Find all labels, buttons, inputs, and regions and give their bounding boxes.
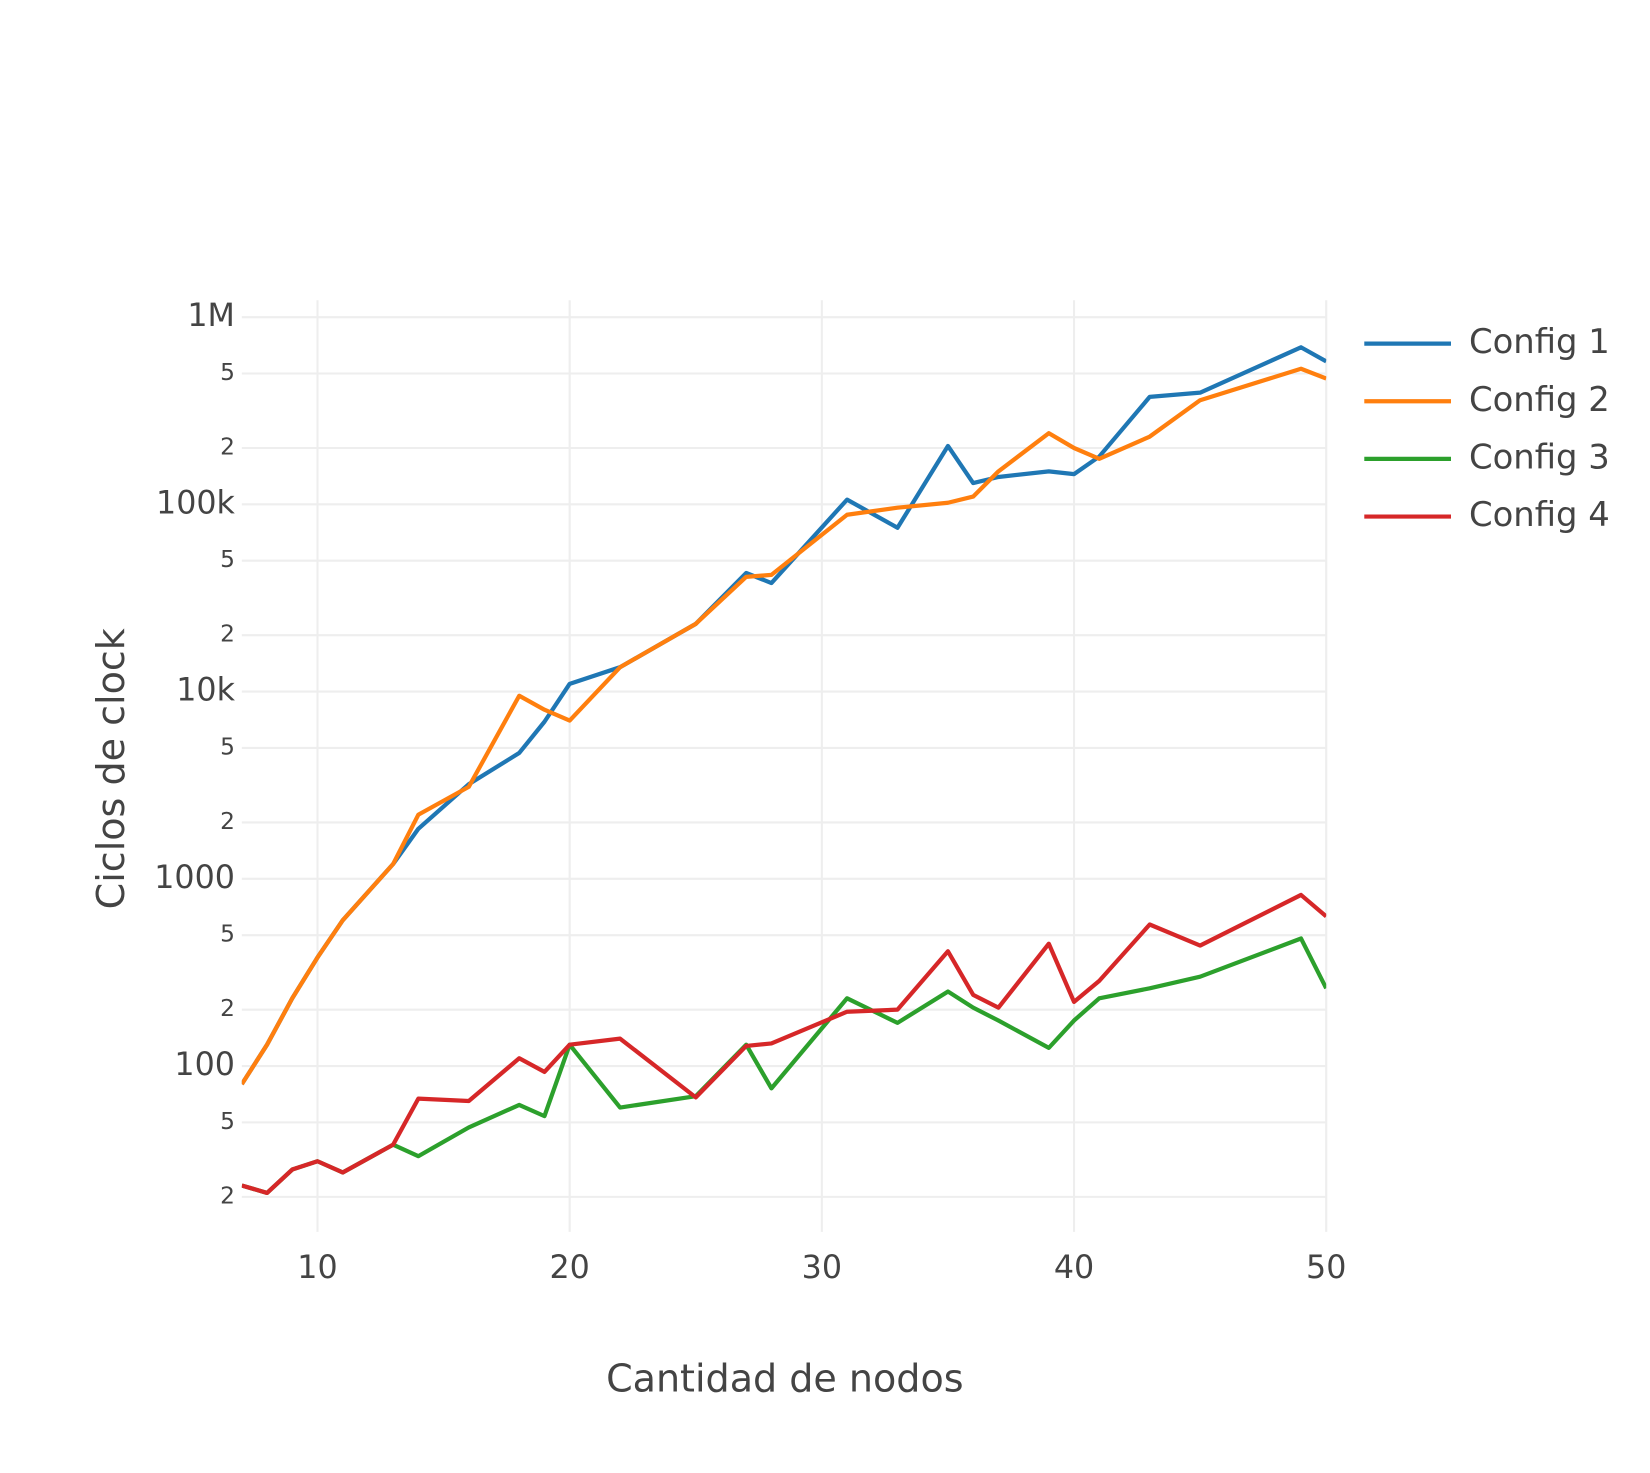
y-tick-label: 2 — [220, 1182, 235, 1209]
y-tick-label: 1M — [187, 298, 235, 334]
x-tick-label: 50 — [1306, 1250, 1346, 1286]
x-tick-label: 30 — [802, 1250, 842, 1286]
y-tick-label: 5 — [220, 921, 235, 948]
y-tick-label: 5 — [220, 359, 235, 386]
y-axis-title: Ciclos de clock — [89, 628, 133, 909]
y-tick-label: 2 — [220, 995, 235, 1022]
series-line — [241, 892, 1327, 1196]
y-tick-label: 5 — [220, 733, 235, 760]
y-tick-label: 2 — [220, 808, 235, 835]
y-tick-label: 1000 — [154, 860, 235, 896]
legend-label: Config 2 — [1469, 380, 1610, 419]
x-tick-label: 20 — [549, 1250, 589, 1286]
y-tick-label: 100k — [156, 485, 236, 521]
series-line — [241, 366, 1327, 1086]
x-tick-label: 40 — [1054, 1250, 1094, 1286]
x-axis-title: Cantidad de nodos — [606, 1357, 964, 1401]
x-tick-label: 10 — [297, 1250, 337, 1286]
series-line — [241, 345, 1327, 1086]
y-tick-label: 5 — [220, 1108, 235, 1135]
y-tick-label: 100 — [174, 1047, 235, 1083]
y-tick-label: 10k — [176, 673, 235, 709]
y-tick-label: 2 — [220, 434, 235, 461]
legend-label: Config 3 — [1469, 437, 1610, 476]
y-tick-label: 2 — [220, 621, 235, 648]
y-tick-label: 5 — [220, 546, 235, 573]
legend-label: Config 4 — [1469, 495, 1610, 534]
legend-label: Config 1 — [1469, 322, 1610, 361]
